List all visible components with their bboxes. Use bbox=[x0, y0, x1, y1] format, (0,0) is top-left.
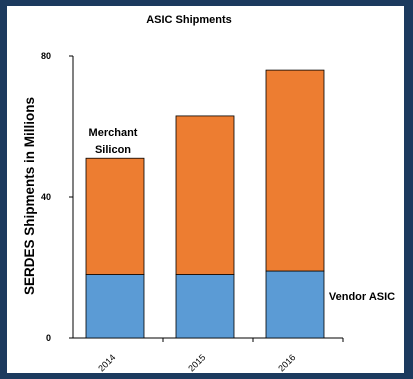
bar-vendor-asic-2015 bbox=[175, 274, 235, 339]
bars bbox=[85, 69, 325, 339]
bar-merchant-silicon-2016 bbox=[265, 69, 325, 272]
bar-merchant-silicon-2014 bbox=[85, 157, 145, 275]
y-axis-label: SERDES Shipments in Millions bbox=[22, 97, 37, 295]
x-ticks: 2014 2015 2016 bbox=[96, 338, 344, 373]
x-tick-label: 2014 bbox=[96, 352, 117, 373]
bar-merchant-silicon-2015 bbox=[175, 115, 235, 275]
chart-title: ASIC Shipments bbox=[146, 14, 232, 26]
chart: ASIC Shipments SERDES Shipments in Milli… bbox=[22, 14, 395, 373]
vendor-asic-label: Vendor ASIC bbox=[329, 291, 395, 303]
x-tick-label: 2015 bbox=[186, 352, 207, 373]
merchant-silicon-label-line2: Silicon bbox=[95, 144, 131, 156]
y-tick-label: 0 bbox=[46, 333, 51, 343]
chart-panel: ASIC Shipments SERDES Shipments in Milli… bbox=[7, 6, 404, 373]
bar-vendor-asic-2016 bbox=[265, 270, 325, 339]
y-ticks: 0 40 80 bbox=[41, 51, 73, 343]
merchant-silicon-label-line1: Merchant bbox=[89, 127, 138, 139]
y-tick-label: 80 bbox=[41, 51, 51, 61]
x-tick-label: 2016 bbox=[276, 352, 297, 373]
y-tick-label: 40 bbox=[41, 192, 51, 202]
bar-vendor-asic-2014 bbox=[85, 274, 145, 339]
